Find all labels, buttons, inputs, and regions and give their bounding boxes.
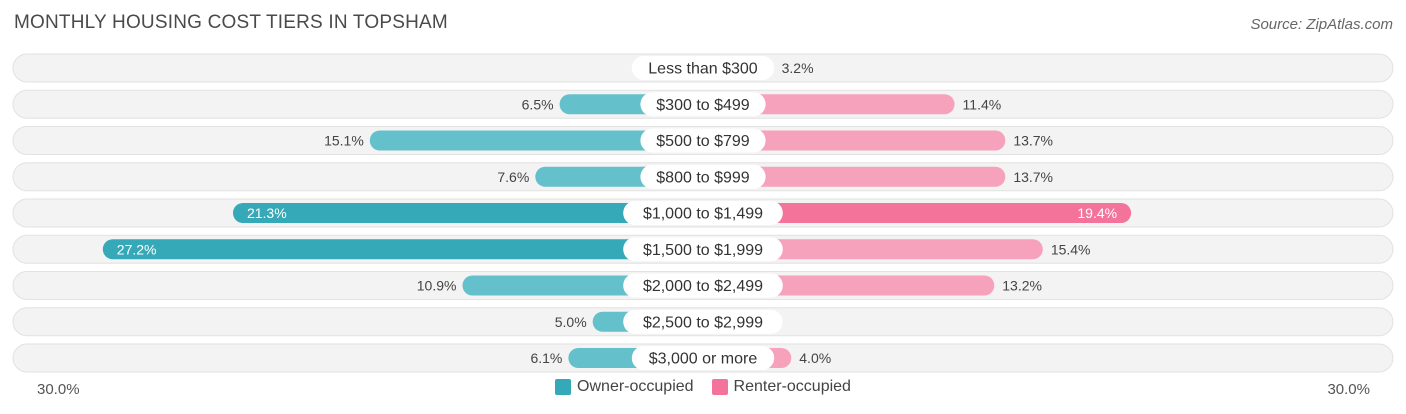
renter-value-label: 13.7%	[1013, 133, 1053, 149]
category-label: $300 to $499	[656, 97, 750, 114]
renter-value-label: 13.7%	[1013, 169, 1053, 185]
category-label: $1,500 to $1,999	[643, 242, 763, 259]
renter-bar	[703, 239, 1043, 260]
category-pill	[623, 201, 783, 225]
category-pill	[631, 346, 775, 370]
renter-value-label: 3.2%	[782, 60, 814, 76]
category-label: $500 to $799	[656, 133, 750, 150]
legend: Owner-occupied Renter-occupied	[0, 378, 1406, 396]
legend-renter-label: Renter-occupied	[733, 378, 851, 395]
renter-swatch-icon	[711, 379, 728, 395]
category-label: $1,000 to $1,499	[643, 206, 763, 223]
owner-swatch-icon	[555, 379, 572, 395]
legend-renter: Renter-occupied	[711, 378, 851, 396]
category-pill	[640, 164, 766, 189]
axis-right-label: 30.0%	[1327, 381, 1370, 398]
axis-left-label: 30.0%	[37, 381, 80, 398]
source-note: Source: ZipAtlas.com	[1250, 16, 1393, 33]
legend-owner: Owner-occupied	[555, 378, 694, 396]
owner-bar	[232, 203, 704, 223]
category-pill	[640, 92, 766, 117]
category-label: $800 to $999	[656, 169, 750, 186]
renter-value-label: 15.4%	[1051, 241, 1091, 257]
renter-value-label: 13.2%	[1002, 278, 1042, 294]
renter-bar	[703, 203, 1132, 223]
owner-value-label: 6.5%	[522, 96, 554, 112]
category-pill	[640, 128, 766, 153]
owner-bar	[369, 130, 703, 151]
owner-value-label: 27.2%	[117, 241, 157, 257]
renter-bar	[703, 166, 1006, 187]
category-label: $3,000 or more	[649, 351, 758, 368]
renter-bar	[703, 130, 1006, 151]
legend-owner-label: Owner-occupied	[577, 378, 694, 395]
owner-value-label: 10.9%	[417, 278, 457, 294]
renter-value-label: 19.4%	[1077, 205, 1117, 221]
owner-bar	[102, 239, 703, 260]
owner-value-label: 21.3%	[247, 205, 287, 221]
owner-value-label: 6.1%	[530, 350, 562, 366]
category-pill	[623, 273, 783, 298]
renter-value-label: 4.0%	[799, 350, 831, 366]
chart-title: MONTHLY HOUSING COST TIERS IN TOPSHAM	[14, 12, 448, 33]
renter-bar	[703, 94, 955, 115]
category-pill	[623, 309, 783, 334]
owner-value-label: 5.0%	[555, 314, 587, 330]
owner-value-label: 15.1%	[324, 133, 364, 149]
category-label: $2,500 to $2,999	[643, 314, 763, 331]
category-pill	[623, 237, 783, 262]
renter-value-label: 11.4%	[963, 96, 1002, 112]
category-pill	[631, 56, 775, 80]
owner-value-label: 7.6%	[497, 169, 529, 185]
category-label: Less than $300	[648, 61, 758, 78]
category-label: $2,000 to $2,499	[643, 278, 763, 295]
